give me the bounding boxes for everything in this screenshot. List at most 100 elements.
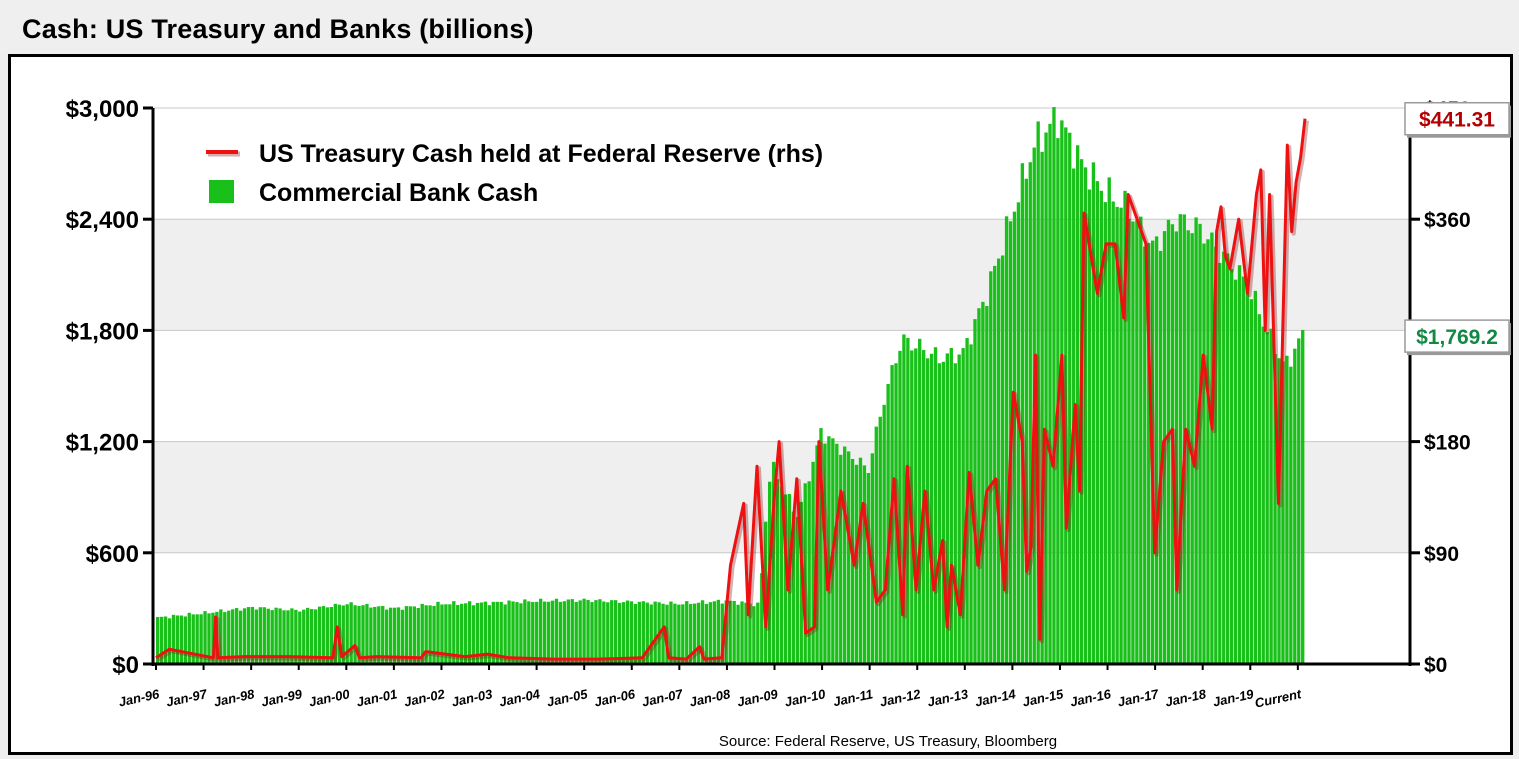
bank-cash-bar [313, 609, 318, 664]
x-axis-tick-label: Jan-09 [736, 686, 780, 709]
bank-cash-bar [535, 601, 539, 664]
bank-cash-bar [531, 601, 535, 664]
bank-cash-bar [846, 451, 851, 664]
right-axis-tick-label: $180 [1424, 432, 1471, 455]
bank-cash-bar [827, 436, 831, 664]
bank-cash-bar [400, 609, 405, 664]
bank-cash-bar [159, 616, 164, 664]
bank-cash-bar [1087, 189, 1092, 664]
bank-cash-bar [795, 516, 799, 664]
bank-cash-bar [854, 464, 859, 664]
bank-cash-bar [361, 605, 365, 664]
title-bar: Cash: US Treasury and Banks (billions) [0, 0, 1519, 54]
bank-cash-bar [467, 601, 472, 664]
bank-cash-bar [357, 605, 361, 664]
bank-cash-bar [156, 616, 160, 664]
bank-cash-bar [223, 612, 227, 664]
bank-cash-bar [471, 605, 476, 664]
x-axis-tick-label: Jan-08 [688, 686, 732, 709]
bank-cash-bar [381, 605, 385, 664]
bank-cash-bar [538, 598, 543, 664]
bank-cash-bar [985, 306, 989, 664]
x-axis-tick-label: Jan-03 [450, 686, 494, 709]
bank-cash-bar [325, 607, 330, 664]
bank-cash-bar [1139, 216, 1143, 664]
bank-cash-bar [760, 573, 764, 664]
bank-cash-bar [835, 443, 839, 664]
bank-cash-bar [1020, 163, 1025, 665]
bank-cash-bar [432, 605, 436, 664]
bank-cash-bar [167, 618, 172, 664]
bank-cash-bar [748, 603, 752, 664]
bank-cash-bar [1210, 232, 1214, 665]
left-axis-tick-label: $1,800 [66, 318, 139, 345]
bank-cash-bar [258, 607, 263, 664]
bank-cash-bar [365, 603, 369, 664]
bank-cash-bar [1107, 177, 1111, 664]
bank-cash-bar [645, 602, 649, 664]
bank-cash-bar [250, 606, 255, 664]
bank-cash-bar [191, 614, 195, 664]
bank-cash-bar [1178, 214, 1182, 664]
bank-cash-bar [341, 605, 345, 664]
bank-cash-bar [527, 601, 531, 664]
x-axis-tick-label: Current [1253, 686, 1303, 711]
bank-cash-bar [542, 601, 547, 664]
bank-cash-bar [981, 301, 985, 664]
bank-cash-bar [570, 599, 574, 664]
bank-cash-bar [1099, 190, 1104, 665]
bank-cash-bar [669, 601, 673, 664]
bank-cash-bar [578, 600, 582, 664]
x-axis-tick-label: Jan-10 [783, 686, 827, 709]
x-axis-tick-label: Jan-17 [1116, 686, 1160, 709]
bank-cash-bar [953, 363, 957, 664]
bank-cash-bar [843, 446, 847, 664]
x-axis-tick-label: Jan-98 [212, 686, 256, 709]
bank-cash-bar [234, 608, 239, 664]
bank-cash-bar [1289, 366, 1293, 664]
x-axis-tick-label: Jan-04 [498, 686, 542, 709]
legend-label-bank: Commercial Bank Cash [259, 179, 538, 207]
legend-bar-swatch [209, 180, 234, 203]
x-axis-tick-label: Jan-96 [117, 686, 161, 709]
bank-cash-bar [914, 348, 918, 664]
bank-cash-bar [266, 608, 270, 664]
source-note: Source: Federal Reserve, US Treasury, Bl… [719, 733, 1057, 750]
bank-cash-bar [392, 607, 397, 664]
bank-cash-bar [274, 607, 278, 664]
bank-cash-bar [629, 601, 634, 664]
bank-cash-bar [460, 603, 464, 664]
bank-cash-bar [1214, 246, 1218, 665]
bank-cash-bar [1285, 355, 1289, 664]
bank-cash-bar [1075, 145, 1080, 664]
bank-cash-bar [298, 611, 302, 664]
bank-cash-bar [187, 612, 191, 664]
bank-cash-bar [404, 606, 409, 664]
bank-cash-bar [716, 599, 721, 664]
bank-cash-bar [546, 601, 551, 664]
bank-cash-bar [463, 603, 468, 664]
bank-cash-bar [428, 605, 432, 664]
bank-cash-bar [231, 609, 235, 664]
bank-cash-bar [590, 602, 594, 664]
x-axis-tick-label: Jan-97 [165, 686, 209, 709]
bank-cash-bar [317, 606, 322, 664]
bank-cash-bar [929, 353, 934, 664]
bank-cash-bar [424, 605, 428, 664]
bank-cash-bar [448, 604, 452, 664]
bank-cash-bar [353, 605, 357, 664]
bank-cash-bar [720, 603, 724, 664]
x-axis-tick-label: Jan-05 [545, 686, 589, 709]
bank-cash-bar [515, 602, 519, 664]
left-axis-tick-label: $2,400 [66, 207, 139, 234]
bank-cash-bar [677, 604, 681, 664]
bank-cash-bar [862, 465, 867, 664]
bank-cash-bar [1154, 236, 1159, 664]
bank-cash-bar [238, 610, 243, 664]
bank-cash-bar [1135, 219, 1139, 664]
bank-cash-bar [685, 601, 689, 664]
bank-cash-bar [440, 604, 444, 664]
bank-cash-bar [175, 615, 180, 664]
bank-cash-bar [724, 600, 728, 664]
